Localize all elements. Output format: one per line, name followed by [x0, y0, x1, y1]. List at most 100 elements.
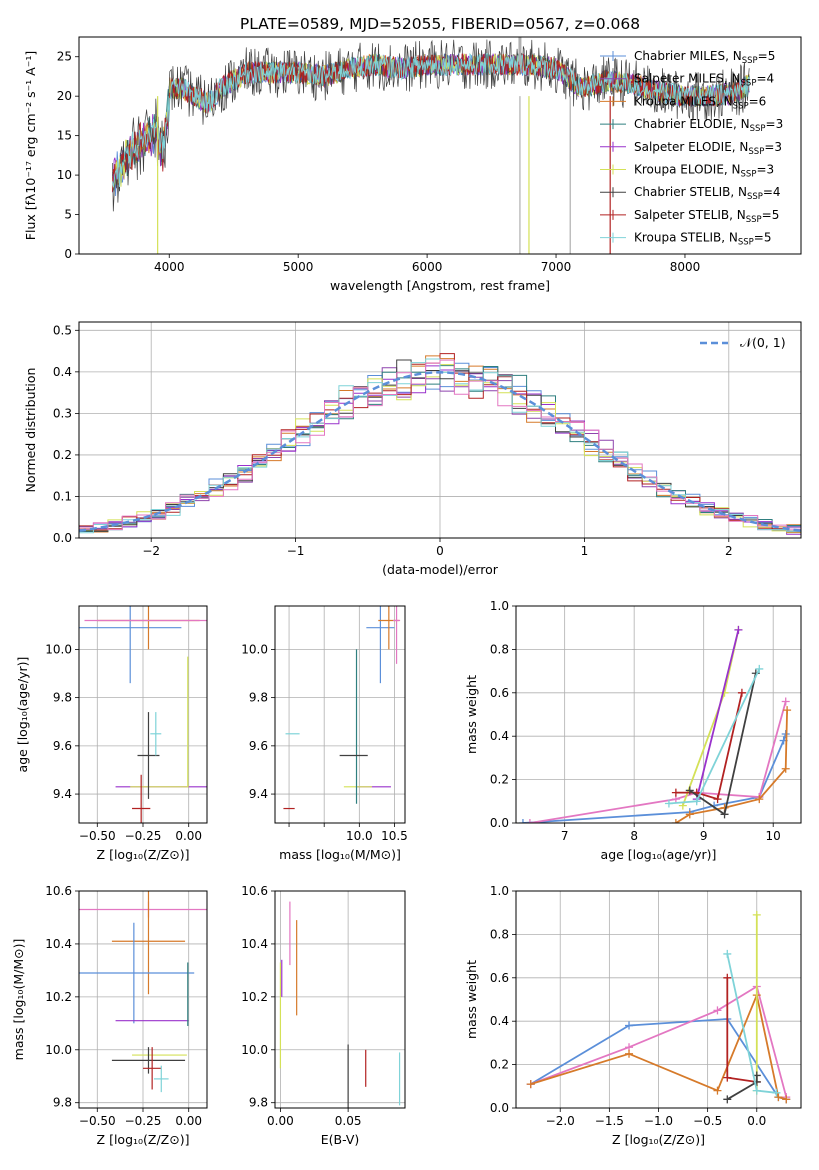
y-tick-label: 0.2 — [53, 448, 72, 462]
x-axis-label: E(B-V) — [321, 1132, 360, 1147]
legend-label: Kroupa STELIB, NSSP=5 — [634, 231, 772, 248]
y-tick-label: 0.0 — [490, 1101, 509, 1115]
legend-label: Salpeter MILES, NSSP=4 — [634, 72, 774, 89]
massweight-vs-metallicity-panel: −2.0 −1.5 −1.0 −0.5 0.0 0.0 0.2 0.4 0.6 0.8 1.0 Z [… — [464, 884, 802, 1147]
x-tick-label: −2.0 — [546, 1114, 575, 1128]
y-tick-label: 9.8 — [53, 1096, 72, 1110]
series-marker — [692, 797, 701, 806]
y-tick-label: 10 — [57, 168, 72, 182]
series-marker — [685, 810, 694, 819]
series-marker — [664, 799, 673, 808]
series-marker — [525, 819, 534, 823]
series-marker — [625, 1049, 634, 1058]
x-tick-label: −1.0 — [644, 1114, 673, 1128]
y-tick-label: 9.8 — [53, 691, 72, 705]
y-tick-label: 1.0 — [490, 599, 509, 613]
series-line — [675, 692, 743, 801]
x-tick-label: −2 — [142, 544, 160, 558]
series-marker — [526, 1080, 535, 1089]
x-tick-label: −0.50 — [79, 829, 116, 843]
series-marker — [752, 910, 761, 919]
y-tick-label: 9.8 — [249, 1096, 268, 1110]
y-tick-label: 10.0 — [241, 642, 268, 656]
series-marker — [752, 1086, 761, 1095]
x-tick-label: 4000 — [154, 260, 185, 274]
x-tick-label: −0.50 — [79, 1114, 116, 1128]
y-tick-label: 0.2 — [490, 773, 509, 787]
legend-label: Kroupa MILES, NSSP=6 — [634, 94, 766, 111]
plot-area — [112, 37, 750, 254]
spectrum-panel: 4000 5000 6000 7000 8000 0 5 10 15 20 25 wavelength… — [23, 36, 802, 293]
y-tick-label: 1.0 — [490, 884, 509, 898]
y-axis-label: Flux [fλ10⁻¹⁷ erg cm⁻² s⁻¹ A⁻¹] — [23, 51, 38, 240]
y-tick-label: 9.6 — [249, 739, 268, 753]
y-tick-label: 0.8 — [490, 642, 509, 656]
y-tick-label: 0.0 — [490, 816, 509, 830]
x-tick-label: 1 — [581, 544, 589, 558]
y-tick-label: 9.8 — [249, 691, 268, 705]
y-tick-label: 0.1 — [53, 489, 72, 503]
series-marker — [625, 1021, 634, 1030]
y-axis-label: Normed distribution — [23, 368, 38, 493]
series-marker — [671, 819, 680, 823]
plot-area — [526, 910, 791, 1104]
y-tick-label: 10.0 — [241, 1043, 268, 1057]
series-marker — [781, 764, 790, 773]
x-tick-label: 0 — [436, 544, 444, 558]
spectrum-line — [112, 52, 750, 188]
y-axis-label: mass weight — [464, 960, 479, 1039]
x-axis-label: Z [log₁₀(Z/Z⊙)] — [612, 1132, 705, 1147]
histogram-step — [79, 353, 801, 533]
series-line — [675, 710, 788, 823]
legend-label: Chabrier STELIB, NSSP=4 — [634, 185, 781, 202]
axes-frame — [515, 605, 802, 824]
y-tick-label: 0.2 — [490, 1058, 509, 1072]
y-tick-label: 10.6 — [241, 884, 268, 898]
plot-area — [79, 891, 207, 1093]
x-axis-label: Z [log₁₀(Z/Z⊙)] — [97, 1132, 190, 1147]
legend-label: Salpeter STELIB, NSSP=5 — [634, 208, 779, 225]
y-tick-label: 9.4 — [249, 787, 268, 801]
y-tick-label: 0.0 — [53, 531, 72, 545]
x-tick-label: 2 — [725, 544, 733, 558]
y-tick-label: 10.4 — [45, 937, 72, 951]
x-tick-label: 10.5 — [381, 829, 408, 843]
series-marker — [713, 795, 722, 804]
legend-label: Chabrier MILES, NSSP=5 — [634, 49, 775, 66]
y-tick-label: 10.2 — [45, 990, 72, 1004]
massweight-vs-age-panel: 7 8 9 10 0.0 0.2 0.4 0.6 0.8 1.0 age [log₁₀(age/yr… — [464, 599, 802, 862]
x-tick-label: 0.05 — [335, 1114, 362, 1128]
x-axis-label: Z [log₁₀(Z/Z⊙)] — [97, 847, 190, 862]
series-marker — [720, 688, 729, 697]
y-axis-label: age [log₁₀(age/yr)] — [15, 657, 30, 773]
series-marker — [755, 664, 764, 673]
y-axis-label: mass [log₁₀(M/M⊙)] — [11, 939, 26, 1061]
x-tick-label: 0.0 — [747, 1114, 766, 1128]
x-tick-label: 5000 — [283, 260, 314, 274]
histogram-step — [79, 359, 801, 531]
series-line — [695, 629, 740, 800]
series-marker — [781, 697, 790, 706]
plot-area — [279, 901, 401, 1108]
x-tick-label: 7 — [561, 829, 569, 843]
x-tick-label: 7000 — [541, 260, 572, 274]
series-marker — [671, 788, 680, 797]
y-tick-label: 0.6 — [490, 971, 509, 985]
axes-frame — [274, 605, 406, 824]
y-tick-label: 10.0 — [45, 1043, 72, 1057]
y-tick-label: 0.4 — [53, 365, 72, 379]
x-tick-label: −1.5 — [595, 1114, 624, 1128]
y-tick-label: 9.6 — [53, 739, 72, 753]
residuals-panel: −2 −1 0 1 2 0.0 0.1 0.2 0.3 0.4 0.5 (data-model)/er… — [23, 321, 802, 577]
mass-vs-ebv-panel: 0.00 0.05 9.8 10.0 10.2 10.4 10.6 E(B-V) — [241, 884, 406, 1147]
x-axis-label: mass [log₁₀(M/M⊙)] — [279, 847, 401, 862]
series-marker — [783, 706, 792, 715]
series-marker — [734, 625, 743, 634]
figure-title: PLATE=0589, MJD=52055, FIBERID=0567, z=0… — [240, 15, 640, 33]
series-marker — [723, 949, 732, 958]
legend-label: Salpeter ELODIE, NSSP=3 — [634, 140, 782, 157]
x-tick-label: 6000 — [412, 260, 443, 274]
y-tick-label: 25 — [57, 50, 72, 64]
age-vs-metallicity-panel: −0.50 −0.25 0.00 9.4 9.6 9.8 10.0 Z [log₁₀(Z/Z⊙… — [15, 605, 208, 862]
series-marker — [723, 1073, 732, 1082]
